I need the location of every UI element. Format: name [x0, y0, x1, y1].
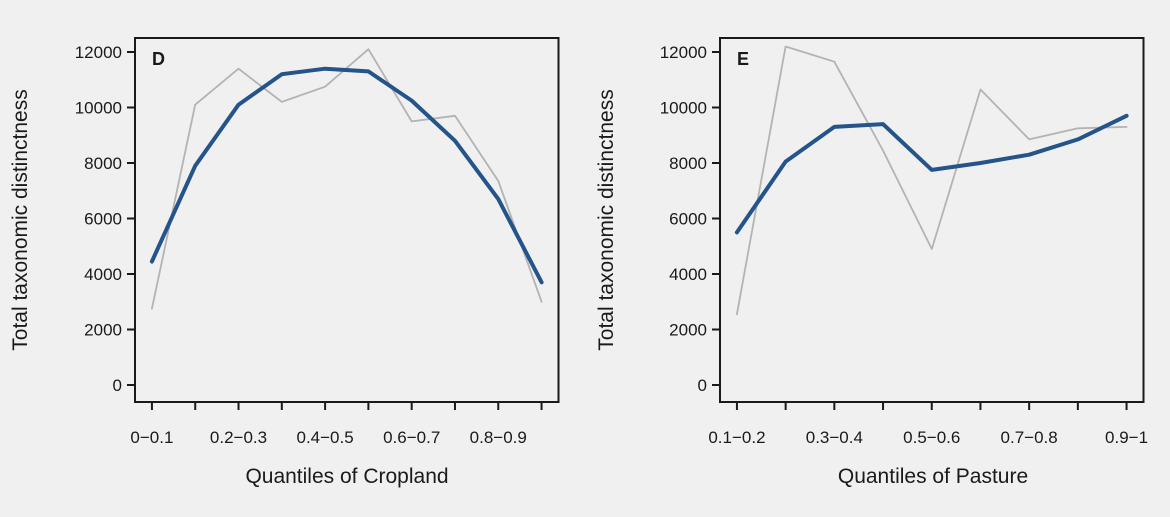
- smoothed-line: [734, 113, 1129, 235]
- y-tick-label: 8000: [84, 154, 122, 173]
- y-tick-label: 8000: [669, 154, 707, 173]
- y-axis-title-pasture: Total taxonomic distinctness: [595, 89, 618, 351]
- y-tick-label: 2000: [669, 321, 707, 340]
- y-tick-label: 12000: [75, 43, 122, 62]
- panel-letter-d: D: [152, 49, 166, 69]
- plot-box: [719, 37, 1145, 403]
- y-tick-label: 12000: [660, 43, 707, 62]
- x-tick-label: 0.7−0.8: [1001, 428, 1058, 447]
- panel-letter-e: E: [737, 49, 750, 69]
- x-tick-label: 0.2−0.3: [210, 428, 267, 447]
- y-tick-label: 10000: [75, 99, 122, 118]
- observed-line: [735, 45, 1128, 316]
- pasture-chart: 0 2000 4000 6000 8000 10000 12000 0.1−0.2 0.3−0.…: [660, 37, 1148, 447]
- y-tick-label: 4000: [669, 265, 707, 284]
- y-axis-title-cropland: Total taxonomic distinctness: [9, 89, 32, 351]
- x-tick-label: 0.1−0.2: [708, 428, 765, 447]
- x-axis-title-cropland: Quantiles of Cropland: [245, 465, 449, 488]
- cropland-chart: 0 2000 4000 6000 8000 10000 12000 0−0.1 0.2−0.3 0…: [75, 37, 560, 447]
- y-tick-label: 2000: [84, 321, 122, 340]
- observed-line: [150, 48, 543, 310]
- x-tick-label: 0.6−0.7: [383, 428, 440, 447]
- x-tick-label: 0.9−1: [1105, 428, 1148, 447]
- x-tick-label: 0.8−0.9: [470, 428, 527, 447]
- plot-box: [134, 37, 560, 403]
- x-tick-label: 0−0.1: [130, 428, 173, 447]
- y-tick-label: 0: [698, 376, 707, 395]
- y-tick-label: 10000: [660, 99, 707, 118]
- x-tick-label: 0.5−0.6: [903, 428, 960, 447]
- smoothed-line: [149, 66, 544, 285]
- x-tick-label: 0.3−0.4: [806, 428, 863, 447]
- x-tick-label: 0.4−0.5: [297, 428, 354, 447]
- y-tick-label: 0: [113, 376, 122, 395]
- x-axis-title-pasture: Quantiles of Pasture: [837, 465, 1029, 488]
- y-tick-label: 6000: [669, 210, 707, 229]
- y-tick-label: 4000: [84, 265, 122, 284]
- y-tick-label: 6000: [84, 210, 122, 229]
